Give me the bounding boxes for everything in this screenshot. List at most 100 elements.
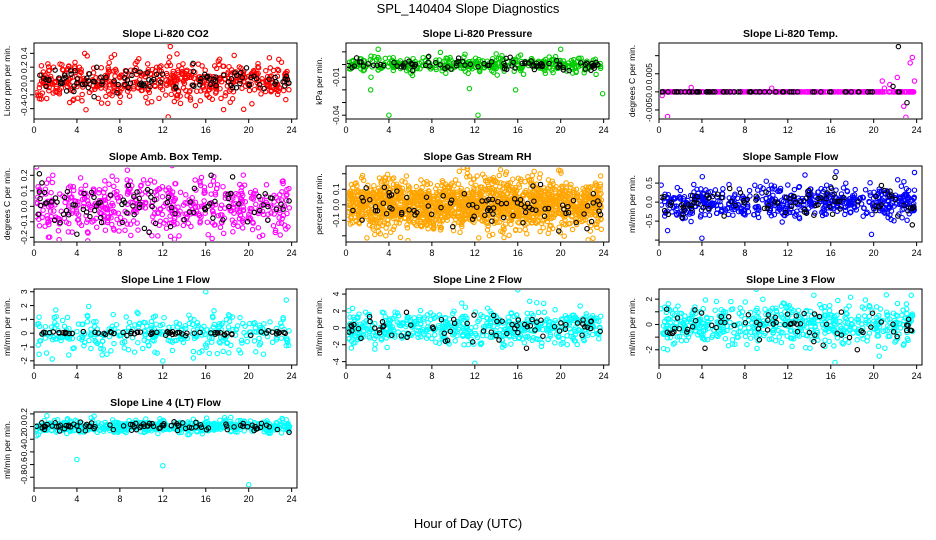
data-point <box>674 184 681 191</box>
data-point <box>353 189 360 195</box>
data-point <box>754 187 761 193</box>
data-point <box>220 230 227 237</box>
data-point <box>131 349 138 355</box>
data-point <box>878 202 884 208</box>
data-point <box>119 219 126 226</box>
data-point <box>832 194 838 201</box>
data-point <box>265 211 271 218</box>
data-point <box>187 94 193 101</box>
data-point <box>710 89 716 95</box>
data-point <box>484 198 490 204</box>
data-point <box>439 218 445 224</box>
data-point <box>381 184 388 191</box>
data-point <box>240 320 246 327</box>
data-point <box>905 187 912 194</box>
data-point <box>194 320 201 326</box>
data-point <box>584 203 591 209</box>
data-point <box>122 81 128 88</box>
data-point <box>71 83 77 89</box>
data-point <box>113 68 119 74</box>
data-point <box>660 89 666 95</box>
data-point <box>242 199 249 205</box>
data-point <box>224 340 230 347</box>
data-point <box>138 183 144 189</box>
panel-title: Slope Li-820 Pressure <box>423 28 533 40</box>
data-point <box>455 55 462 61</box>
data-point <box>369 204 375 210</box>
data-point <box>79 81 86 88</box>
data-point <box>57 219 63 226</box>
data-point <box>428 203 435 210</box>
data-point <box>529 206 535 213</box>
data-point <box>473 182 479 189</box>
data-point <box>584 190 590 196</box>
data-point <box>766 89 773 95</box>
data-point <box>51 314 58 321</box>
y-tick-label: -0.01 <box>331 67 341 87</box>
data-point <box>70 208 76 214</box>
data-point <box>53 322 60 328</box>
x-tick-label: 4 <box>74 248 79 258</box>
data-point <box>153 321 159 327</box>
data-point <box>265 217 271 223</box>
data-point <box>125 182 132 189</box>
data-point <box>69 229 75 235</box>
data-point <box>208 191 214 197</box>
data-point <box>246 87 253 94</box>
data-point <box>93 203 100 209</box>
x-tick-label: 16 <box>826 125 836 135</box>
data-point <box>255 60 261 67</box>
data-point <box>588 218 595 225</box>
data-point <box>457 204 463 211</box>
data-point <box>769 186 775 192</box>
data-point <box>530 183 536 189</box>
data-point <box>155 233 161 239</box>
data-point <box>761 205 768 212</box>
data-point <box>116 228 122 234</box>
data-point <box>418 177 424 183</box>
data-point <box>119 340 126 346</box>
data-point <box>348 194 355 201</box>
data-point <box>537 195 543 201</box>
data-point <box>56 75 62 81</box>
data-point <box>367 87 374 93</box>
data-point <box>754 207 760 213</box>
x-tick-label: 16 <box>201 248 211 258</box>
data-point <box>427 63 433 69</box>
data-point <box>405 237 411 241</box>
data-point <box>870 203 876 209</box>
data-point <box>251 320 258 326</box>
data-point <box>374 62 380 69</box>
data-point <box>69 330 75 337</box>
data-point <box>691 197 698 203</box>
data-point <box>207 81 214 87</box>
data-point <box>881 187 888 194</box>
data-point <box>862 187 869 193</box>
data-point <box>135 323 142 330</box>
data-point <box>597 65 604 72</box>
data-point <box>886 89 892 95</box>
data-point <box>437 49 444 56</box>
data-point <box>472 189 479 196</box>
data-point <box>423 221 430 227</box>
data-point <box>818 89 824 95</box>
data-point <box>704 89 710 95</box>
data-point <box>660 92 665 99</box>
data-point <box>375 67 381 73</box>
data-point <box>549 225 556 232</box>
data-point <box>104 214 111 221</box>
data-point <box>801 209 808 215</box>
data-point <box>280 206 286 212</box>
data-point <box>70 202 76 208</box>
data-point <box>225 324 232 330</box>
series-1 <box>35 167 293 241</box>
data-point <box>277 191 283 198</box>
data-point <box>188 74 194 81</box>
data-point <box>447 54 453 61</box>
data-point <box>81 75 87 82</box>
data-point <box>279 323 285 330</box>
data-point <box>205 231 211 238</box>
data-point <box>411 63 418 69</box>
data-point <box>99 352 105 358</box>
data-point <box>860 213 866 219</box>
